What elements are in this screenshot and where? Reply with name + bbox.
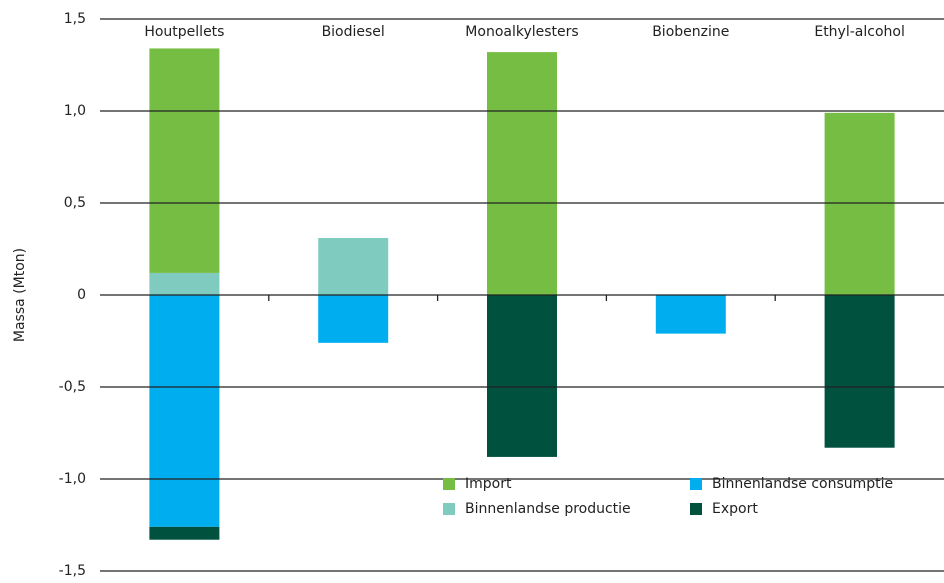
- bar: [824, 112, 895, 295]
- y-tick-label: -0,5: [59, 379, 86, 395]
- y-tick-label: 0,5: [64, 195, 86, 211]
- bar: [318, 295, 389, 343]
- y-tick-label: 1,5: [64, 11, 86, 27]
- bar: [149, 272, 220, 295]
- y-tick-label: 1,0: [64, 103, 86, 119]
- legend-swatch: [443, 503, 455, 515]
- legend-label: Import: [465, 476, 512, 492]
- bar: [487, 52, 557, 296]
- bar: [149, 526, 220, 540]
- bar: [149, 295, 220, 527]
- x-tick-label: Biodiesel: [322, 24, 385, 40]
- y-axis-title: Massa (Mton): [12, 248, 28, 342]
- x-tick-label: Ethyl-alcohol: [814, 24, 905, 40]
- bar: [149, 48, 220, 273]
- bars: [149, 48, 895, 540]
- legend-swatch: [690, 478, 702, 490]
- legend-label: Export: [712, 501, 758, 517]
- y-tick-label: -1,5: [59, 563, 86, 579]
- y-tick-label: -1,0: [59, 471, 86, 487]
- bar: [318, 237, 389, 295]
- legend-swatch: [690, 503, 702, 515]
- legend-label: Binnenlandse productie: [465, 501, 631, 517]
- y-tick-label: 0: [77, 287, 86, 303]
- legend-swatch: [443, 478, 455, 490]
- bar: [487, 295, 557, 457]
- x-tick-label: Houtpellets: [144, 24, 224, 40]
- bar: [655, 295, 726, 334]
- legend-label: Binnenlandse consumptie: [712, 476, 893, 492]
- x-tick-label: Biobenzine: [652, 24, 729, 40]
- bar: [824, 295, 895, 448]
- x-tick-label: Monoalkylesters: [465, 24, 578, 40]
